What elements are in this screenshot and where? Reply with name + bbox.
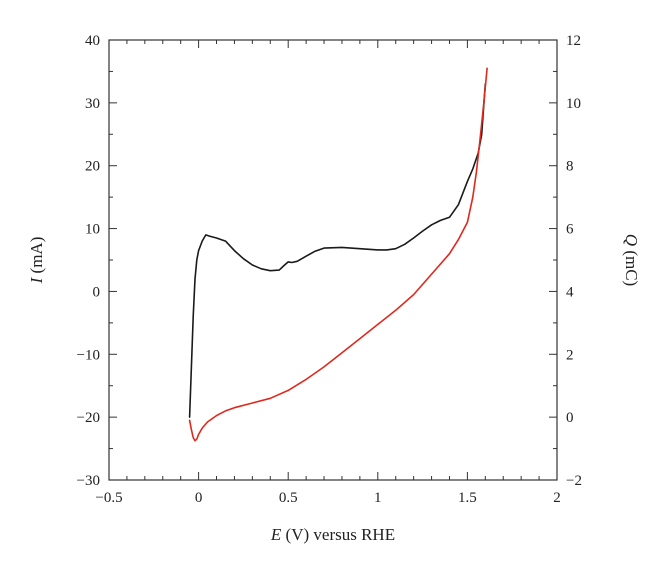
y2-tick-label: 0: [566, 410, 574, 426]
y2-tick-label: 6: [566, 222, 574, 238]
y2-tick-label: 10: [566, 96, 581, 112]
y-tick-label: 30: [85, 96, 100, 112]
charge-series-line: [188, 67, 488, 442]
x-axis-title: E (V) versus RHE: [270, 525, 395, 544]
y2-tick-label: 12: [566, 33, 581, 49]
y2-tick-label: 4: [566, 284, 574, 300]
series-layer: [188, 67, 488, 442]
x-tick-label: 0: [195, 490, 203, 506]
current-series-line: [188, 83, 487, 418]
x-tick-label: 0.5: [279, 490, 298, 506]
y-tick-label: 10: [85, 222, 100, 238]
plot-frame: [108, 39, 558, 481]
y-tick-label: 40: [85, 33, 100, 49]
x-tick-label: 1: [374, 490, 382, 506]
y-axis-ticks: −30 −20 −10 0 10 20 30 40: [77, 33, 117, 489]
x-tick-label: 2: [553, 490, 561, 506]
x-tick-label: 1.5: [458, 490, 477, 506]
y-tick-label: −10: [77, 347, 100, 363]
y-tick-label: −20: [77, 410, 100, 426]
y-tick-label: −30: [77, 473, 100, 489]
x-tick-label: −0.5: [95, 490, 122, 506]
y-axis-title: I (mA): [27, 237, 46, 285]
y2-tick-label: −2: [566, 473, 582, 489]
y2-axis-title: Q (mC): [622, 234, 641, 286]
y-tick-label: 20: [85, 159, 100, 175]
x-axis-ticks: −0.5 0 0.5 1 1.5 2: [95, 40, 561, 506]
y-tick-label: 0: [93, 284, 101, 300]
y2-tick-label: 2: [566, 347, 574, 363]
y2-axis-ticks: −2 0 2 4 6 8 10 12: [549, 33, 582, 489]
y2-tick-label: 8: [566, 159, 574, 175]
